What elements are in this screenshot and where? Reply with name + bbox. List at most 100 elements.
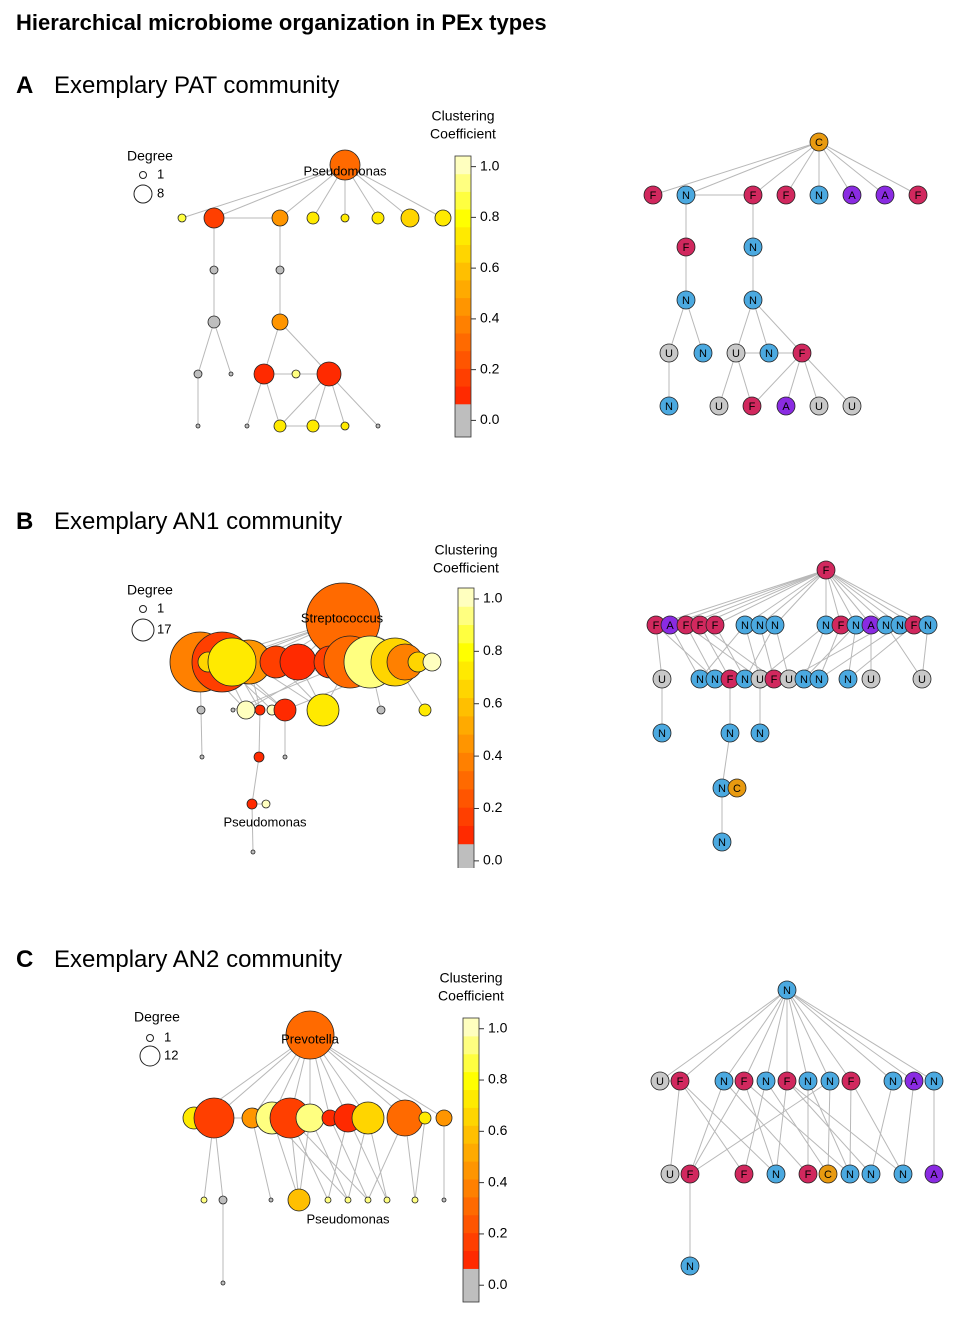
network-edge — [803, 624, 827, 680]
network-node — [371, 211, 385, 225]
category-node-label: N — [741, 620, 749, 632]
colorbar-tick-label: 0.4 — [488, 1173, 508, 1189]
network-node — [273, 419, 287, 433]
taxon-label: Pseudomonas — [306, 1211, 390, 1226]
network-node — [441, 1197, 447, 1203]
degree-legend: Degree 1 17 — [127, 582, 173, 642]
category-node-circle — [714, 1071, 734, 1091]
network-node — [230, 707, 236, 713]
network-edge — [818, 141, 853, 196]
category-node-circle — [918, 615, 938, 635]
network-node — [279, 643, 317, 681]
category-node-label: F — [783, 190, 790, 202]
colorbar-swatch — [458, 624, 474, 644]
network-node — [261, 799, 271, 809]
colorbar-title: Coefficient — [438, 988, 504, 1004]
category-node-circle — [798, 1164, 818, 1184]
panel-b-title: Exemplary AN1 community — [54, 508, 343, 535]
network-node — [207, 637, 257, 687]
category-node-label: U — [665, 348, 673, 360]
network-node — [418, 703, 432, 717]
category-node-label: N — [826, 1076, 834, 1088]
panel-b-letter: B — [16, 508, 34, 535]
category-node: N — [714, 1071, 734, 1091]
colorbar-swatch — [455, 156, 471, 175]
category-node-label: N — [741, 674, 749, 686]
network-node — [199, 754, 205, 760]
taxon-label: Prevotella — [281, 1031, 340, 1046]
degree-max-marker — [133, 184, 153, 204]
network-node — [193, 1097, 235, 1139]
category-node: N — [838, 669, 858, 689]
category-node: F — [904, 615, 924, 635]
category-node: N — [893, 1164, 913, 1184]
category-node-circle — [720, 723, 740, 743]
category-node-label: N — [720, 1076, 728, 1088]
category-node: F — [742, 396, 762, 416]
category-node: U — [659, 343, 679, 363]
category-node: N — [918, 615, 938, 635]
network-edge — [849, 1080, 852, 1175]
network-node — [400, 208, 420, 228]
category-node-label: N — [699, 348, 707, 360]
category-node: C — [727, 778, 747, 798]
category-node-circle — [652, 669, 672, 689]
category-node-label: N — [852, 620, 860, 632]
network-edge — [685, 569, 827, 626]
network-edge — [344, 164, 444, 219]
category-node-label: F — [911, 620, 918, 632]
colorbar-swatch — [455, 226, 471, 245]
category-node-label: N — [930, 1076, 938, 1088]
network-node — [383, 1196, 391, 1204]
category-node-circle — [838, 669, 858, 689]
network-node — [291, 369, 301, 379]
colorbar-tick-label: 0.6 — [488, 1122, 508, 1138]
category-node-circle — [660, 1164, 680, 1184]
cluster-network — [182, 1010, 453, 1286]
category-node-circle — [756, 1071, 776, 1091]
network-edge — [699, 624, 731, 680]
network-edge — [197, 321, 215, 375]
category-node-label: U — [867, 674, 875, 686]
category-node-label: A — [881, 190, 889, 202]
category-node-label: U — [656, 1076, 664, 1088]
category-node-label: F — [741, 1076, 748, 1088]
colorbar-swatch — [455, 244, 471, 263]
degree-min-marker — [139, 605, 147, 613]
colorbar-tick-label: 0.2 — [483, 799, 503, 815]
category-node-label: U — [815, 401, 823, 413]
network-edge — [786, 989, 809, 1082]
category-node-circle — [861, 1164, 881, 1184]
category-node-label: N — [804, 1076, 812, 1088]
network-edge — [825, 569, 929, 626]
category-node-circle — [759, 343, 779, 363]
category-node: N — [705, 669, 725, 689]
category-node: U — [652, 669, 672, 689]
network-edge — [213, 321, 232, 375]
category-node: N — [652, 723, 672, 743]
colorbar-swatch — [455, 350, 471, 369]
category-node: N — [659, 396, 679, 416]
category-node-circle — [659, 343, 679, 363]
category-node-circle — [676, 290, 696, 310]
degree-legend: Degree 1 8 — [127, 148, 173, 204]
network-edge — [825, 569, 857, 626]
category-node: C — [818, 1164, 838, 1184]
category-node-circle — [792, 343, 812, 363]
network-edge — [251, 1117, 272, 1201]
network-node — [344, 1196, 352, 1204]
category-node-label: F — [727, 674, 734, 686]
network-edge — [723, 1080, 809, 1175]
network-edge — [743, 989, 788, 1082]
network-node — [236, 700, 256, 720]
network-node — [268, 1197, 274, 1203]
taxon-label: Pseudomonas — [303, 163, 387, 178]
network-node — [273, 698, 297, 722]
category-node-label: N — [882, 620, 890, 632]
colorbar-swatch — [463, 1268, 479, 1302]
network-node — [203, 207, 225, 229]
category-node-circle — [924, 1164, 944, 1184]
category-node: F — [646, 615, 666, 635]
colorbar-swatch — [455, 332, 471, 352]
network-edge — [743, 1080, 767, 1175]
